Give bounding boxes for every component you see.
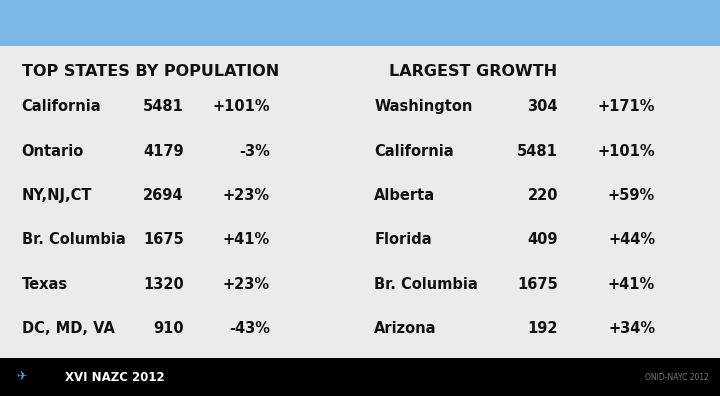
Text: 220: 220 [528, 188, 558, 203]
Text: LARGEST GROWTH: LARGEST GROWTH [389, 64, 557, 79]
Text: +101%: +101% [212, 99, 270, 114]
Text: 192: 192 [528, 321, 558, 336]
Text: Texas: Texas [22, 276, 68, 291]
Text: Florida: Florida [374, 232, 432, 247]
Text: +23%: +23% [223, 188, 270, 203]
Text: Arizona: Arizona [374, 321, 437, 336]
Text: 409: 409 [528, 232, 558, 247]
Text: Washington: Washington [374, 99, 473, 114]
Text: -3%: -3% [239, 144, 270, 159]
Text: +59%: +59% [608, 188, 655, 203]
Text: ✈: ✈ [17, 371, 27, 384]
Text: +41%: +41% [222, 232, 270, 247]
Text: -43%: -43% [229, 321, 270, 336]
Bar [0, 358, 720, 396]
Text: +41%: +41% [608, 276, 655, 291]
Text: 1320: 1320 [143, 276, 184, 291]
Text: +101%: +101% [598, 144, 655, 159]
Text: 2694: 2694 [143, 188, 184, 203]
Text: NY,NJ,CT: NY,NJ,CT [22, 188, 92, 203]
Text: TOP STATES BY POPULATION: TOP STATES BY POPULATION [22, 64, 279, 79]
Bar [0, 46, 720, 358]
Text: ONID-NAYC 2012: ONID-NAYC 2012 [645, 373, 709, 382]
Text: California: California [22, 99, 102, 114]
Text: 1675: 1675 [517, 276, 558, 291]
Text: 5481: 5481 [517, 144, 558, 159]
Text: 5481: 5481 [143, 99, 184, 114]
Text: 1675: 1675 [143, 232, 184, 247]
Text: California: California [374, 144, 454, 159]
Text: +23%: +23% [223, 276, 270, 291]
Text: Alberta: Alberta [374, 188, 436, 203]
Text: 304: 304 [528, 99, 558, 114]
Text: DC, MD, VA: DC, MD, VA [22, 321, 114, 336]
Text: Br. Columbia: Br. Columbia [374, 276, 478, 291]
Text: XVI NAZC 2012: XVI NAZC 2012 [65, 371, 164, 384]
Text: +171%: +171% [598, 99, 655, 114]
Text: +34%: +34% [608, 321, 655, 336]
Text: Ontario: Ontario [22, 144, 84, 159]
Bar [0, 0, 720, 46]
Text: +44%: +44% [608, 232, 655, 247]
Text: Br. Columbia: Br. Columbia [22, 232, 125, 247]
Text: 4179: 4179 [143, 144, 184, 159]
Text: 910: 910 [153, 321, 184, 336]
